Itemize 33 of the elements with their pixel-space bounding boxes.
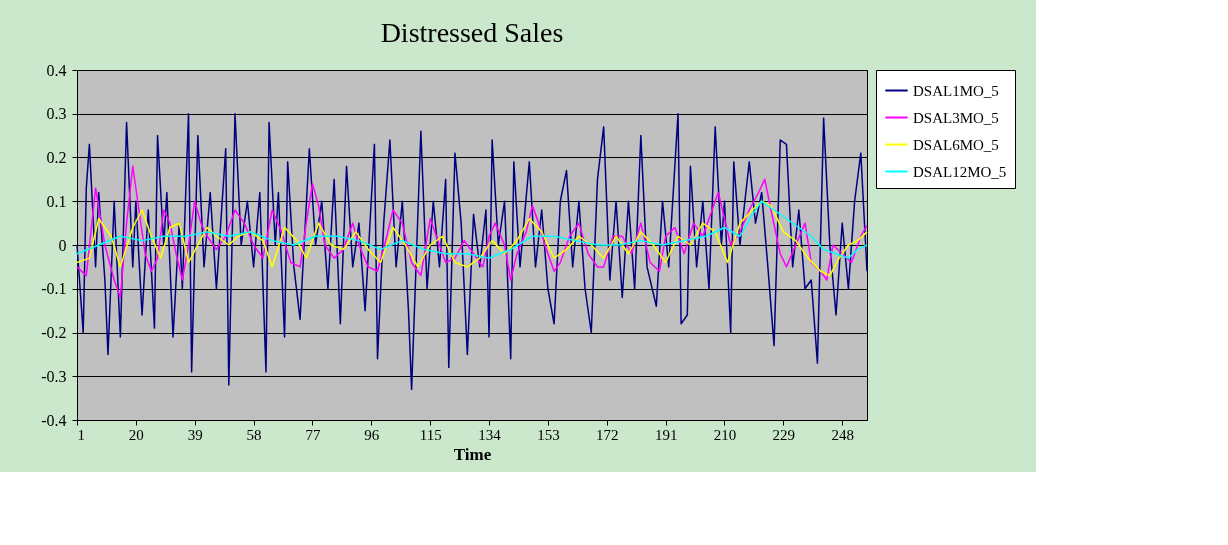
x-tick-label: 134 [478,426,502,443]
legend-label: DSAL1MO_5 [913,82,999,99]
x-tick-label: 172 [596,426,619,443]
y-tick-label: 0 [58,236,67,254]
line-series [76,200,868,277]
y-tick-label: 0.4 [46,61,67,79]
y-tick-label: -0.3 [41,367,67,385]
x-tick-label: 153 [537,426,560,443]
y-tick-label: -0.4 [41,411,67,429]
y-tick-label: -0.2 [41,324,67,341]
legend-label: DSAL6MO_5 [913,136,999,153]
x-tick-label: 229 [772,426,796,443]
x-tick-label: 20 [128,426,144,443]
legend-label: DSAL12MO_5 [913,163,1007,180]
x-tick-label: 96 [364,426,380,443]
line-series [76,113,868,391]
legend-label: DSAL3MO_5 [913,109,999,126]
x-tick-label: 1 [77,426,85,443]
line-series [76,200,868,259]
x-tick-label: 39 [187,426,203,443]
y-tick-label: 0.1 [46,192,67,210]
x-tick-label: 115 [419,426,442,443]
chart-title: Distressed Sales [380,17,564,48]
x-tick-label: 191 [654,426,678,443]
x-tick-label: 58 [246,426,262,443]
x-tick-label: 77 [305,426,321,443]
x-tick-label: 210 [713,426,737,443]
y-tick-label: 0.3 [46,105,67,123]
x-axis-title: Time [453,444,492,464]
y-tick-label: 0.2 [46,149,67,166]
line-series [76,165,868,299]
y-tick-label: -0.1 [41,280,67,298]
x-tick-label: 248 [831,426,854,443]
